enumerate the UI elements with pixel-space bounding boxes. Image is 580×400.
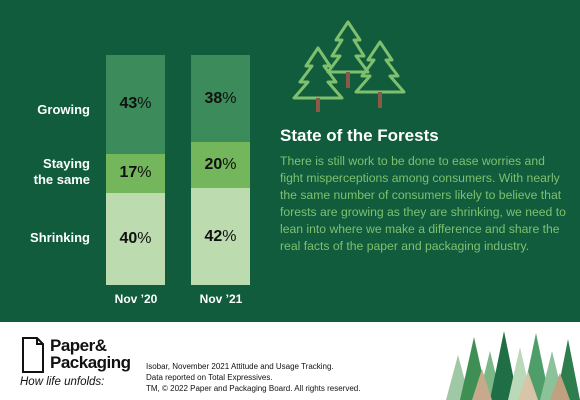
source-note: Isobar, November 2021 Attitude and Usage… [146, 361, 360, 394]
bar-segment-shrinking: 42% [191, 188, 250, 285]
bar-nov20: 40% 17% 43% [106, 55, 165, 285]
x-label-nov21: Nov ’21 [199, 292, 243, 306]
source-line-1: Isobar, November 2021 Attitude and Usage… [146, 362, 334, 371]
row-label-staying-line2: the same [33, 172, 90, 187]
chart-panel [0, 0, 580, 322]
percent-sign: % [222, 156, 237, 174]
percent-sign: % [137, 230, 152, 247]
panel-title: State of the Forests [280, 126, 439, 145]
bar-segment-growing: 38% [191, 55, 250, 143]
data-label: 20 [204, 156, 223, 174]
forest-illustration [446, 331, 580, 400]
panel-body: There is still work to be done to ease w… [280, 154, 566, 253]
bar-segment-staying: 20% [191, 142, 250, 189]
row-label-staying: Staying the same [0, 156, 90, 188]
data-label: 17 [119, 164, 138, 182]
percent-sign: % [222, 89, 237, 107]
paper-fold-logo-icon [22, 337, 44, 373]
source-line-3: TM, © 2022 Paper and Packaging Board. Al… [146, 384, 361, 393]
row-label-shrinking: Shrinking [30, 230, 90, 245]
logo-line1: Paper& [50, 336, 107, 355]
bar-nov21: 42% 20% 38% [191, 55, 250, 285]
percent-sign: % [137, 95, 152, 113]
logo-wordmark: Paper& Packaging [50, 337, 131, 371]
pine-trees-icon [292, 20, 406, 112]
tagline: How life unfolds: [20, 376, 105, 388]
data-label: 42 [204, 227, 223, 245]
bar-segment-growing: 43% [106, 55, 165, 154]
row-label-staying-line1: Staying [43, 156, 90, 171]
bar-segment-staying: 17% [106, 153, 165, 193]
data-label: 38 [204, 89, 223, 107]
data-label: 40 [119, 230, 138, 247]
bar-segment-shrinking: 40% [106, 193, 165, 285]
row-label-growing: Growing [37, 102, 90, 117]
x-label-nov20: Nov ’20 [114, 292, 158, 306]
data-label: 43 [119, 95, 138, 113]
percent-sign: % [137, 164, 152, 182]
source-line-2: Data reported on Total Expressives. [146, 373, 273, 382]
percent-sign: % [222, 227, 237, 245]
logo-line2: Packaging [50, 353, 131, 372]
